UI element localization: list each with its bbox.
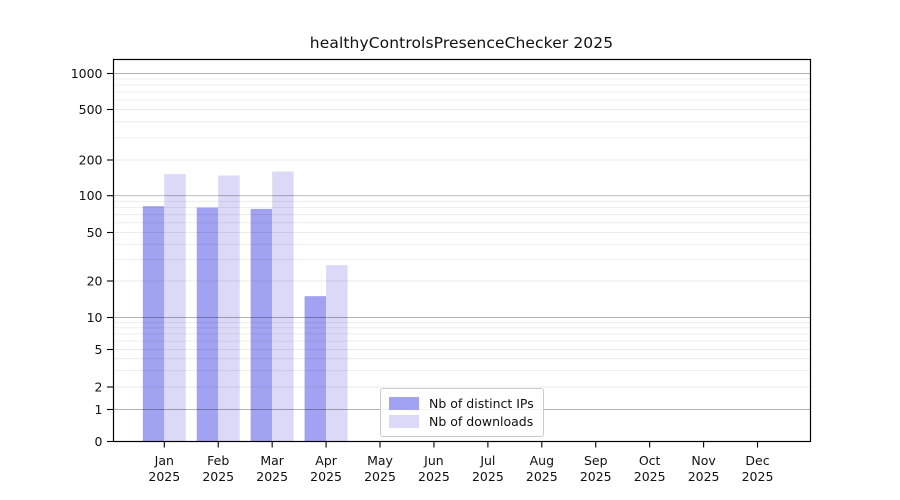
legend-item-downloads: Nb of downloads [389,414,535,429]
x-tick-year-jun: 2025 [418,469,450,484]
x-tick-year-mar: 2025 [256,469,288,484]
y-tick-label-500: 500 [79,102,103,117]
x-tick-label-may: May [367,453,393,468]
x-tick-label-oct: Oct [639,453,661,468]
y-tick-label-100: 100 [79,188,103,203]
chart-title: healthyControlsPresenceChecker 2025 [309,34,614,52]
plot-border [112,58,812,443]
y-tick-label-0: 0 [95,434,103,449]
y-tick-label-50: 50 [87,225,103,240]
x-tick-label-jul: Jul [479,453,495,468]
x-tick-year-dec: 2025 [742,469,774,484]
downloads-swatch-icon [389,415,419,429]
x-tick-label-dec: Dec [745,453,769,468]
legend-item-distinct-ips: Nb of distinct IPs [389,396,535,411]
bar-jan-distinct-ips [142,206,165,442]
bar-feb-distinct-ips [196,207,219,442]
x-tick-year-jan: 2025 [148,469,180,484]
distinct-ips-swatch-icon [389,396,419,410]
y-tick-label-200: 200 [79,152,103,167]
bar-jan-downloads [164,174,186,442]
x-tick-label-jun: Jun [423,453,444,468]
x-tick-label-feb: Feb [207,453,229,468]
x-tick-label-sep: Sep [584,453,608,468]
bar-mar-downloads [272,171,294,442]
y-tick-label-20: 20 [87,273,103,288]
legend-label-downloads: Nb of downloads [429,414,534,430]
x-tick-label-jan: Jan [154,453,174,468]
x-tick-label-aug: Aug [530,453,554,468]
bar-apr-distinct-ips [304,296,327,442]
x-tick-year-apr: 2025 [310,469,342,484]
x-tick-year-aug: 2025 [526,469,558,484]
x-tick-year-oct: 2025 [634,469,666,484]
x-tick-year-may: 2025 [364,469,396,484]
x-tick-year-sep: 2025 [580,469,612,484]
bar-apr-downloads [326,265,348,442]
x-tick-year-feb: 2025 [202,469,234,484]
y-tick-label-10: 10 [87,310,103,325]
y-tick-label-1000: 1000 [71,66,103,81]
x-tick-year-jul: 2025 [472,469,504,484]
y-tick-label-5: 5 [95,342,103,357]
x-tick-label-apr: Apr [315,453,337,468]
legend: Nb of distinct IPs Nb of downloads [380,388,544,437]
bar-mar-distinct-ips [250,208,273,442]
y-tick-label-2: 2 [95,379,103,394]
y-tick-label-1: 1 [95,402,103,417]
x-tick-label-nov: Nov [691,453,716,468]
bar-feb-downloads [218,175,240,442]
x-tick-year-nov: 2025 [688,469,720,484]
legend-label-distinct-ips: Nb of distinct IPs [429,395,534,411]
x-tick-label-mar: Mar [260,453,284,468]
